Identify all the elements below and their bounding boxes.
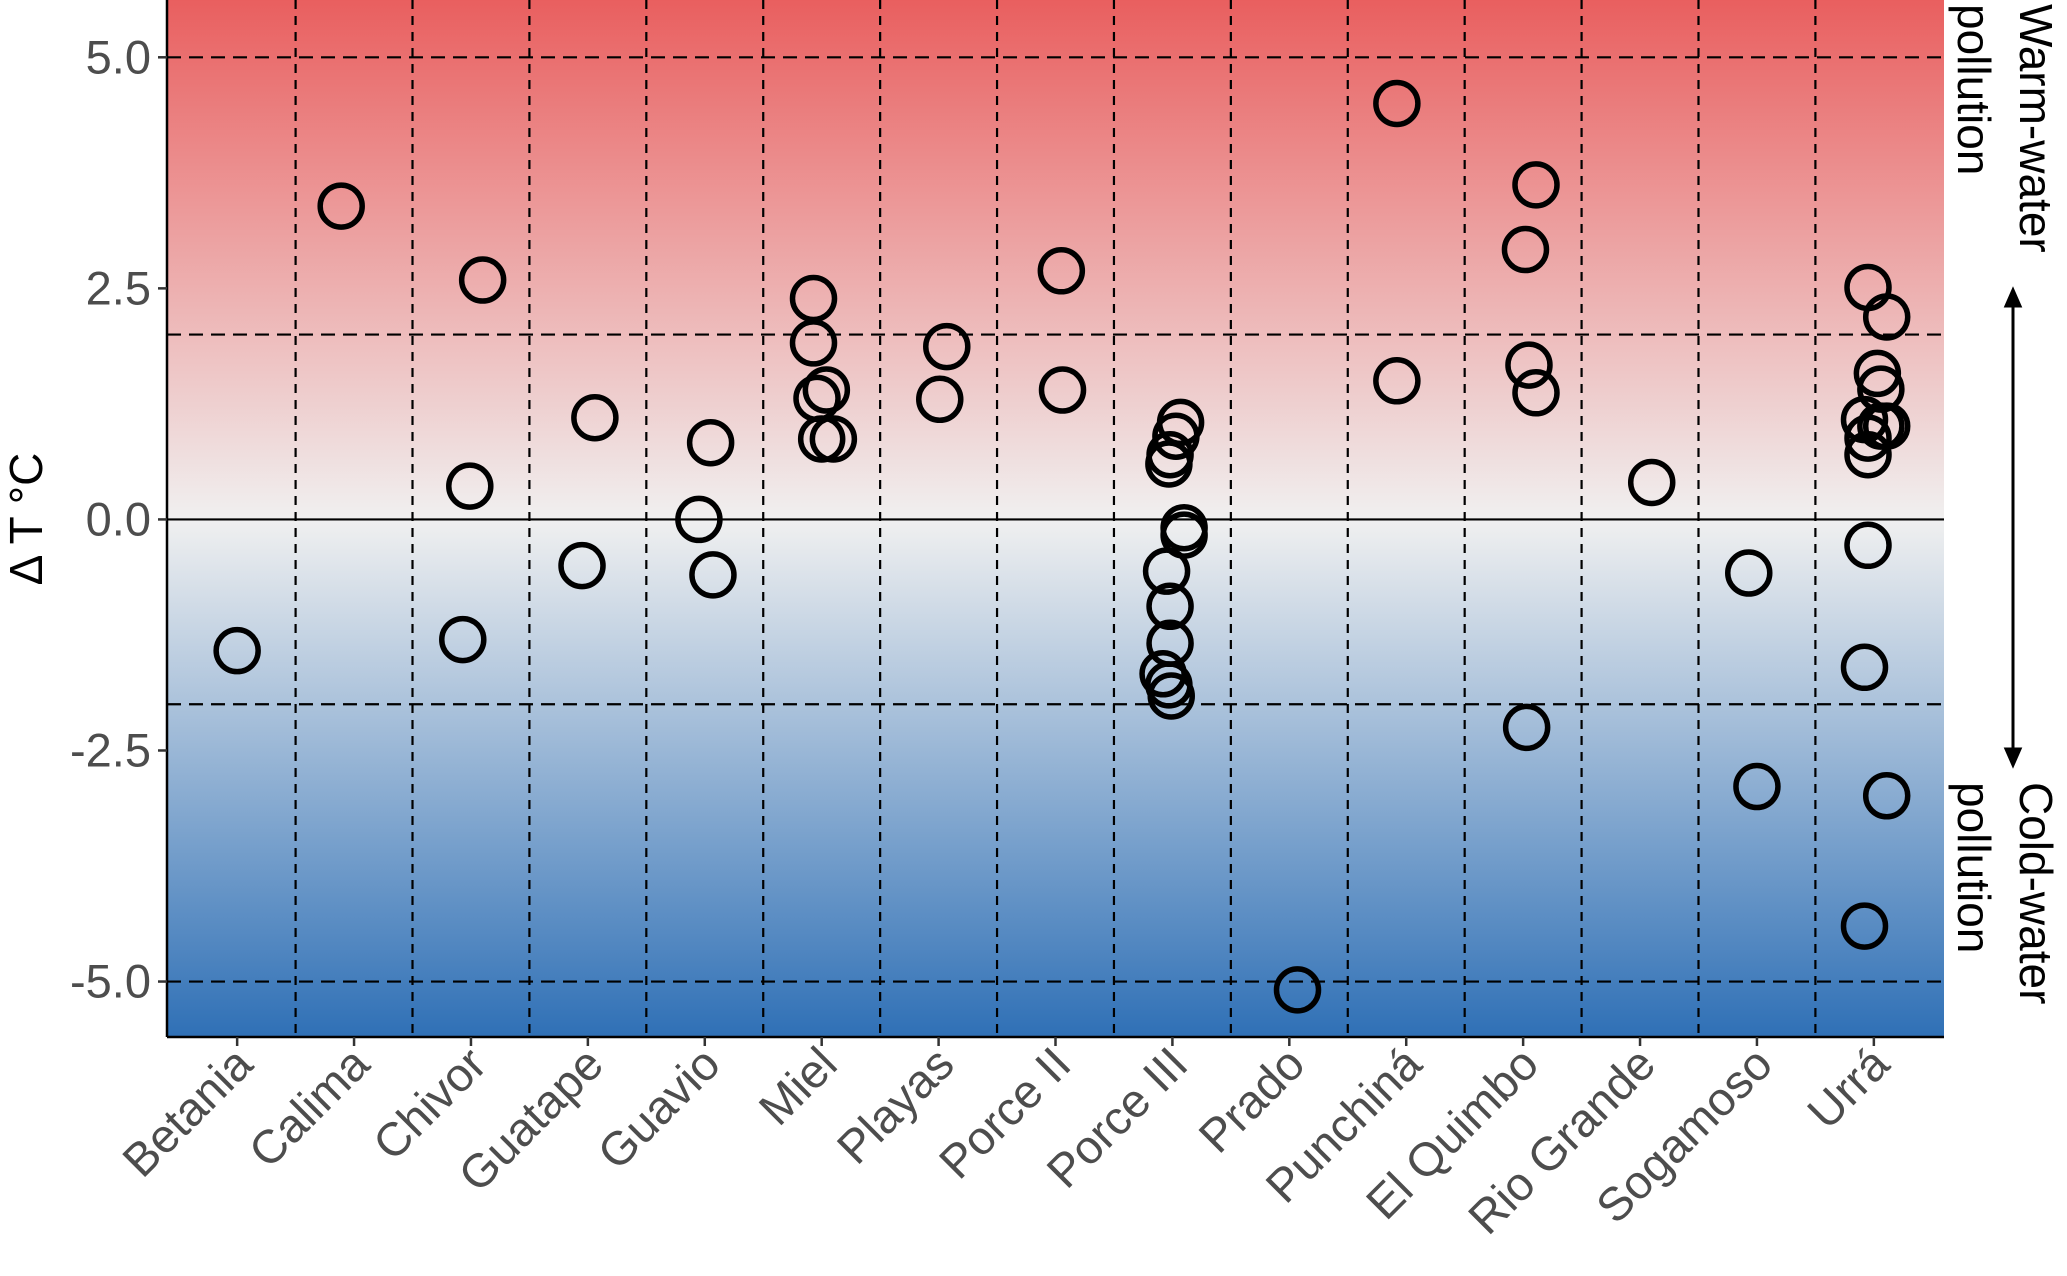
data-point	[1512, 161, 1560, 209]
x-tick-label: Calima	[238, 1036, 380, 1178]
data-point	[1840, 902, 1889, 950]
data-point	[1725, 549, 1773, 597]
data-point	[1273, 966, 1322, 1014]
data-point	[1512, 369, 1560, 417]
cold-annotation-line1: Cold-water	[2010, 782, 2062, 1004]
x-tick-label: Guavio	[587, 1037, 730, 1180]
data-point	[1038, 366, 1087, 414]
y-tick-label: 0.0	[86, 492, 151, 545]
data-point	[213, 626, 261, 675]
data-point	[1501, 225, 1550, 274]
x-tick-label: Urrá	[1797, 1036, 1900, 1139]
data-point	[675, 495, 723, 544]
data-point	[1145, 440, 1193, 488]
warm-annotation-line2: pollution	[1948, 4, 2000, 175]
data-points	[213, 79, 1911, 1014]
data-point	[1146, 582, 1194, 631]
grid-lines	[167, 0, 1944, 1037]
data-point	[916, 375, 964, 424]
data-point	[923, 322, 971, 371]
y-axis-label: Δ T °C	[0, 453, 52, 586]
axes	[158, 0, 1944, 1046]
data-point	[458, 256, 507, 304]
data-point	[1147, 672, 1195, 720]
data-point	[1037, 247, 1086, 295]
cold-annotation-line2: pollution	[1948, 782, 2000, 953]
data-point	[1844, 521, 1892, 570]
data-point	[1627, 458, 1676, 507]
data-point	[789, 319, 838, 367]
data-point	[571, 394, 619, 442]
data-point	[1840, 643, 1889, 692]
data-point	[1373, 357, 1421, 405]
data-point	[1844, 414, 1892, 462]
warm-annotation-line1: Warm-water	[2010, 4, 2062, 253]
cold-annotation: Cold-water pollution	[1948, 782, 2062, 1004]
y-tick-label: 5.0	[86, 30, 151, 83]
data-point	[317, 182, 365, 230]
y-tick-label: -5.0	[70, 955, 151, 1008]
double-arrow	[2003, 286, 2023, 769]
data-point	[1844, 430, 1892, 479]
warm-annotation: Warm-water pollution	[1948, 4, 2062, 253]
data-point	[439, 615, 487, 664]
data-point	[1142, 547, 1191, 595]
data-point	[1862, 772, 1911, 820]
data-point	[1505, 341, 1553, 389]
data-point	[689, 551, 737, 599]
data-point	[809, 415, 858, 463]
data-point	[446, 462, 494, 510]
x-tick-label: Miel	[748, 1037, 846, 1135]
data-point	[1373, 79, 1421, 128]
y-tick-label: -2.5	[70, 723, 151, 776]
data-point	[1152, 412, 1200, 460]
x-tick-label: Betania	[112, 1036, 263, 1187]
data-point	[1502, 703, 1551, 752]
data-point	[797, 415, 846, 463]
data-point	[558, 541, 606, 590]
data-point	[686, 418, 735, 467]
data-point	[1733, 762, 1781, 811]
y-tick-label: 2.5	[86, 261, 151, 314]
data-point	[1862, 293, 1911, 341]
data-point	[802, 366, 851, 414]
